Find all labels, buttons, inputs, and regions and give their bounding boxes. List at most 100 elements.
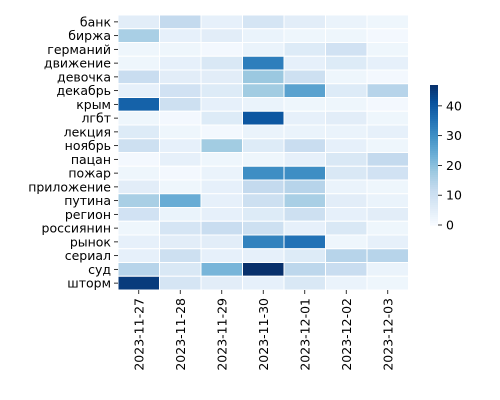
heatmap-cell: [117, 69, 160, 85]
heatmap-cell: [283, 152, 326, 167]
heatmap-cell: [242, 179, 285, 195]
heatmap-cell: [200, 69, 243, 85]
heatmap-cell: [325, 193, 368, 208]
heatmap-cell: [159, 124, 202, 140]
heatmap-cell: [325, 207, 368, 222]
heatmap-cell: [366, 165, 409, 181]
heatmap-cell: [242, 193, 285, 208]
heatmap-cell: [242, 207, 285, 222]
heatmap-cell: [283, 138, 326, 153]
heatmap-cell: [159, 83, 202, 98]
heatmap-cell: [200, 275, 243, 291]
heatmap-cell: [325, 248, 368, 263]
heatmap-cell: [283, 193, 326, 208]
heatmap-cell: [117, 83, 160, 98]
y-tick-label: ноябрь: [65, 138, 111, 153]
heatmap-cell: [366, 248, 409, 263]
colorbar-segment: [430, 173, 438, 176]
heatmap-cell: [325, 179, 368, 195]
y-tick-label: приложение: [28, 179, 111, 194]
colorbar-tick-label: 40: [446, 98, 462, 113]
heatmap-cell: [366, 234, 409, 250]
colorbar-tick-label: 0: [446, 218, 454, 233]
heatmap-cell: [159, 14, 202, 30]
y-tick-label: девочка: [57, 69, 111, 84]
heatmap-cell: [366, 152, 409, 167]
heatmap-cell: [117, 165, 160, 181]
y-tick-label: декабрь: [56, 83, 111, 98]
heatmap-cell: [117, 234, 160, 250]
heatmap-cell: [117, 28, 160, 43]
heatmap-cell: [283, 42, 326, 57]
heatmap-cell: [283, 165, 326, 181]
colorbar-segment: [430, 95, 438, 98]
heatmap-cell: [325, 138, 368, 153]
heatmap-cell: [200, 152, 243, 167]
heatmap-cell: [159, 97, 202, 112]
y-tick-label: россиянин: [42, 221, 111, 236]
heatmap-cell: [159, 110, 202, 126]
x-tick-label: 2023-12-01: [297, 298, 312, 371]
colorbar-segment: [430, 131, 438, 134]
heatmap-cell: [242, 165, 285, 181]
colorbar-segment: [430, 213, 438, 216]
heatmap-cell: [159, 152, 202, 167]
heatmap-cell: [159, 138, 202, 153]
heatmap-cell: [200, 124, 243, 140]
heatmap-cell: [242, 124, 285, 140]
heatmap-cell: [200, 83, 243, 98]
y-tick-label: пацан: [71, 152, 111, 167]
colorbar-segment: [430, 191, 438, 194]
y-axis-labels: банкбиржагерманийдвижениедевочкадекабрьк…: [28, 14, 118, 291]
heatmap-cell: [325, 275, 368, 291]
colorbar-segment: [430, 157, 438, 160]
colorbar-segment: [430, 185, 438, 188]
colorbar-segment: [430, 195, 438, 198]
colorbar-segment: [430, 155, 438, 158]
heatmap-cell: [325, 42, 368, 57]
heatmap-cell: [366, 207, 409, 222]
heatmap-cell: [117, 110, 160, 126]
colorbar-segment: [430, 215, 438, 218]
colorbar-segment: [430, 187, 438, 190]
colorbar-segment: [430, 171, 438, 174]
heatmap-cell: [117, 97, 160, 112]
heatmap-cell: [325, 165, 368, 181]
heatmap-cell: [366, 69, 409, 85]
heatmap-cell: [366, 138, 409, 153]
colorbar-segment: [430, 105, 438, 108]
colorbar-segment: [430, 159, 438, 162]
colorbar-tick-label: 10: [446, 188, 462, 203]
heatmap-cell: [200, 42, 243, 57]
heatmap-cell: [242, 275, 285, 291]
heatmap-cell: [200, 138, 243, 153]
x-axis-labels: 2023-11-27 2023-11-28 2023-11-29 2023-11-30…: [131, 290, 395, 371]
colorbar-segment: [430, 115, 438, 118]
colorbar-segment: [430, 127, 438, 130]
x-tick-label: 2023-12-02: [339, 298, 354, 371]
y-tick-label: регион: [65, 207, 111, 222]
y-tick-label: пожар: [68, 166, 111, 181]
colorbar-segment: [430, 87, 438, 90]
colorbar-segment: [430, 223, 438, 226]
y-tick-label: рынок: [70, 234, 112, 249]
heatmap-cell: [325, 69, 368, 85]
heatmap-cell: [242, 220, 285, 236]
y-tick-label: суд: [88, 262, 111, 277]
colorbar-segment: [430, 89, 438, 92]
heatmap-cell: [325, 152, 368, 167]
heatmap-cell: [117, 207, 160, 222]
x-tick-label: 2023-11-29: [214, 298, 229, 371]
heatmap-cell: [159, 69, 202, 85]
heatmap-cell: [200, 193, 243, 208]
heatmap-cell: [366, 14, 409, 30]
heatmap-cell: [200, 165, 243, 181]
heatmap-cell: [283, 179, 326, 195]
colorbar-segment: [430, 93, 438, 96]
colorbar-segment: [430, 121, 438, 124]
colorbar-segment: [430, 221, 438, 224]
x-tick-label: 2023-11-28: [173, 298, 188, 371]
heatmap-cell: [159, 165, 202, 181]
heatmap-cell: [159, 275, 202, 291]
colorbar-segment: [430, 147, 438, 150]
